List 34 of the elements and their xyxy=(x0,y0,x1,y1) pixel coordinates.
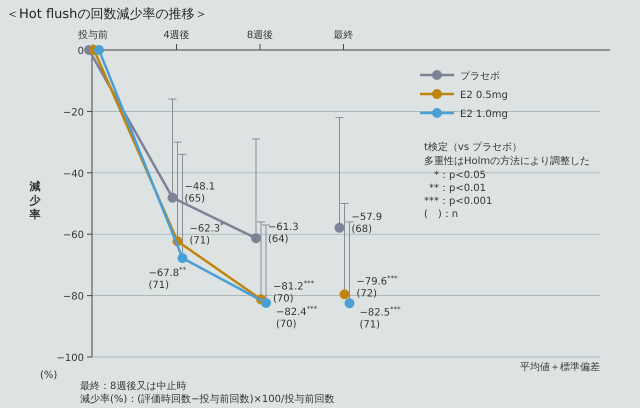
y-tick-label: −60 xyxy=(62,230,84,242)
text: −79.6$^{***}$ (72) xyxy=(356,274,398,300)
text: 減少率(%)：(評価時回数−投与前回数)×100/投与前回数 xyxy=(80,393,334,405)
y-tick-label: −80 xyxy=(62,292,84,303)
text: ***：p<0.001 xyxy=(424,196,492,207)
legend-label: E2 1.0mg xyxy=(460,109,508,120)
y-tick-label: −40 xyxy=(62,168,84,180)
text: 多重性はHolmの方法により調整した xyxy=(424,155,590,167)
text: −62.3$^{*}$ (71) xyxy=(190,221,224,246)
text: **：p<0.01 xyxy=(429,183,486,194)
text: 最終：8週後又は中止時 xyxy=(80,380,186,392)
x-tick-label: 4週後 xyxy=(163,29,190,41)
y-axis-title: 減少率 xyxy=(28,180,42,221)
text: 平均値＋標準偏差 xyxy=(520,361,600,373)
x-tick-label: 8週後 xyxy=(246,29,274,41)
text: −82.4$^{***}$ (70) xyxy=(276,304,318,330)
text: (%) xyxy=(40,370,58,381)
text: −81.2$^{***}$ (70) xyxy=(273,279,314,304)
data-label: −61.3 (64) xyxy=(268,222,299,246)
legend-label: プラセボ xyxy=(460,70,500,82)
text: −82.5$^{***}$ (71) xyxy=(360,305,401,330)
text: −67.8$^{**}$ (71) xyxy=(148,266,186,292)
x-tick-label: 投与前 xyxy=(77,29,108,41)
chart-title: ＜Hot flushの回数減少率の推移＞ xyxy=(6,6,208,22)
data-label: −48.1 (65) xyxy=(184,182,216,205)
data-label: −57.9 (68) xyxy=(352,212,382,235)
y-tick-label: −100 xyxy=(56,353,84,364)
y-tick-label: −20 xyxy=(62,107,84,118)
text: ( )：n xyxy=(424,209,458,220)
legend-label: E2 0.5mg xyxy=(460,90,508,101)
y-tick-label: 0 xyxy=(78,46,84,57)
text: *：p<0.05 xyxy=(434,170,486,181)
text: t検定（vs プラセボ） xyxy=(424,141,522,153)
x-tick-label: 最終 xyxy=(334,29,354,41)
